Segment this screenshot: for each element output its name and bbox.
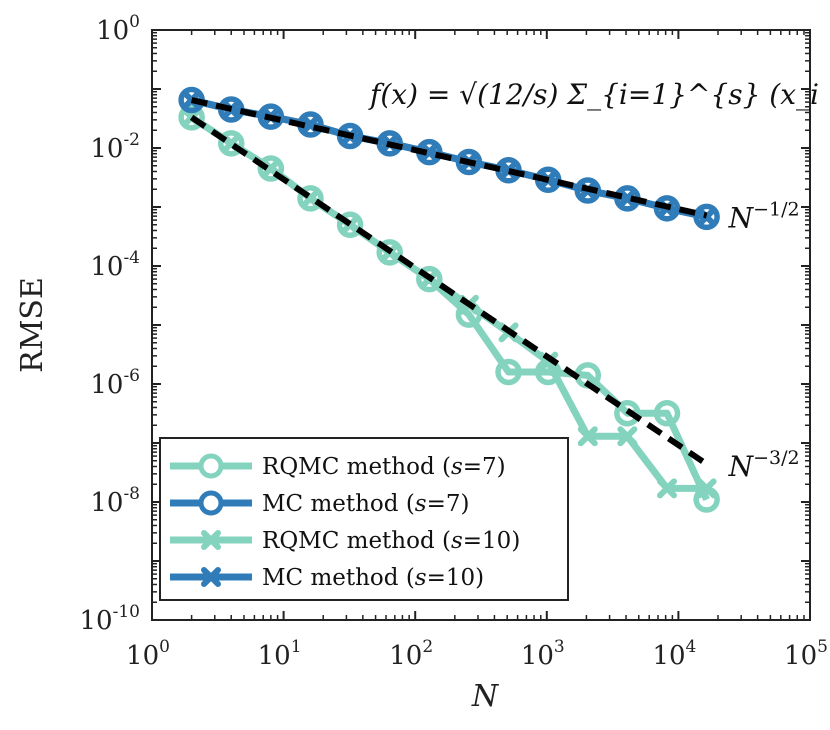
- data-point: [336, 211, 364, 239]
- legend-label: MC method (s=10): [262, 565, 484, 591]
- reference-line-0: [190, 97, 708, 219]
- y-tick-label: 10-6: [90, 366, 140, 400]
- data-point: [257, 155, 285, 182]
- x-tick-label: 105: [784, 637, 828, 671]
- y-tick-label: 10-4: [90, 248, 140, 282]
- tick-labels: 100 101 102 103 104 105 100 10-2 10-4 10-6 10-8 10-…: [80, 12, 828, 671]
- legend-marker: [201, 530, 221, 550]
- x-tick-label: 104: [652, 637, 696, 671]
- data-point: [376, 130, 403, 157]
- data-point: [416, 265, 443, 293]
- y-tick-label: 10-10: [80, 602, 140, 636]
- reference-label-1: N−3/2: [728, 447, 800, 483]
- legend-entry-1: MC method (s=7): [170, 490, 470, 517]
- data-point: [178, 104, 205, 131]
- y-tick-label: 10-8: [90, 484, 140, 518]
- data-point: [455, 148, 483, 176]
- legend: RQMC method (s=7) MC method (s=7) RQMC met…: [159, 437, 569, 601]
- data-point: [657, 478, 678, 499]
- y-axis-label: RMSE: [15, 277, 50, 373]
- legend-label: RQMC method (s=10): [262, 528, 520, 554]
- data-point: [617, 426, 638, 447]
- data-point: [495, 358, 522, 386]
- legend-marker: [201, 567, 221, 587]
- reference-lines: N−1/2 N−3/2: [189, 97, 800, 483]
- x-tick-label: 102: [389, 637, 433, 671]
- x-tick-label: 100: [126, 637, 170, 671]
- data-point: [574, 177, 602, 204]
- legend-marker: [198, 490, 224, 516]
- legend-label: RQMC method (s=7): [262, 454, 506, 480]
- legend-entry-0: RQMC method (s=7): [170, 453, 506, 480]
- reference-line-1: [189, 114, 709, 467]
- data-point: [577, 426, 598, 447]
- formula-text: f(x) = √(12/s) Σ_{i=1}^{s} (x_i − 1/2): [368, 78, 830, 111]
- data-point: [653, 195, 681, 222]
- data-point: [693, 203, 720, 231]
- data-point: [534, 358, 562, 386]
- data-point: [376, 239, 403, 266]
- formula-annotation: f(x) = √(12/s) Σ_{i=1}^{s} (x_i − 1/2): [368, 78, 830, 111]
- legend-label: MC method (s=7): [262, 491, 470, 517]
- data-point: [614, 399, 641, 427]
- x-tick-label: 103: [521, 637, 565, 671]
- data-point: [217, 130, 245, 157]
- reference-label-0: N−1/2: [728, 198, 800, 234]
- axes: [151, 29, 811, 621]
- data-point: [257, 103, 285, 130]
- x-tick-label: 101: [258, 637, 302, 671]
- y-tick-label: 10-2: [90, 130, 140, 164]
- y-tick-label: 100: [96, 12, 140, 46]
- data-point: [297, 185, 324, 212]
- legend-entry-3: MC method (s=10): [170, 565, 484, 591]
- data-point: [693, 486, 720, 513]
- legend-marker: [198, 453, 224, 479]
- x-axis-label: N: [471, 679, 500, 714]
- legend-entry-2: RQMC method (s=10): [170, 528, 520, 554]
- data-point: [653, 399, 681, 427]
